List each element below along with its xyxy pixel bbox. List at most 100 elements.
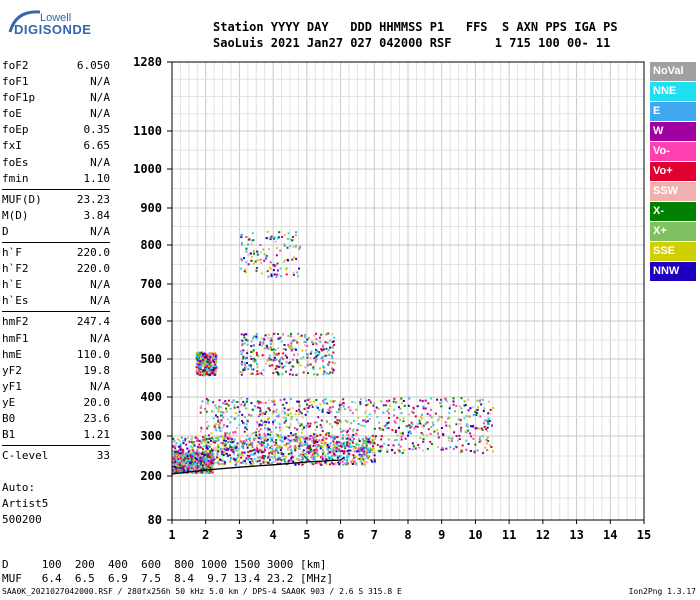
echo-point	[385, 423, 388, 426]
echo-point	[243, 369, 246, 371]
echo-point	[447, 439, 450, 442]
echo-point	[300, 357, 303, 360]
echo-point	[200, 362, 203, 365]
param-row: B1 1.21	[2, 427, 110, 443]
echo-point	[243, 416, 246, 419]
echo-point	[229, 438, 232, 440]
echo-point	[275, 364, 278, 367]
echo-point	[209, 437, 211, 440]
echo-point	[298, 447, 301, 450]
echo-point	[358, 447, 361, 450]
echo-point	[199, 430, 202, 433]
echo-point	[437, 436, 440, 439]
echo-point	[436, 429, 439, 432]
echo-point	[244, 356, 247, 359]
echo-point	[249, 372, 252, 375]
echo-point	[199, 453, 202, 456]
echo-point	[363, 447, 366, 450]
echo-point	[172, 461, 175, 464]
echo-point	[327, 445, 330, 448]
echo-point	[373, 460, 376, 463]
echo-point	[314, 439, 317, 442]
echo-point	[304, 413, 307, 416]
echo-point	[255, 337, 258, 340]
echo-point	[214, 437, 217, 439]
echo-point	[338, 419, 341, 422]
echo-point	[284, 461, 287, 464]
echo-point	[290, 457, 293, 460]
echo-point	[194, 471, 196, 474]
echo-point	[364, 412, 367, 415]
echo-point	[230, 448, 233, 451]
echo-point	[199, 411, 202, 414]
echo-point	[353, 419, 355, 422]
echo-point	[333, 436, 336, 439]
param-row: MUF(D) 23.23	[2, 192, 110, 208]
echo-point	[361, 455, 364, 458]
echo-point	[242, 349, 245, 352]
echo-point	[397, 443, 400, 446]
echo-point	[206, 448, 209, 451]
echo-point	[256, 373, 259, 375]
echo-point	[224, 447, 227, 450]
echo-point	[407, 431, 410, 434]
echo-point	[285, 425, 288, 428]
echo-point	[240, 445, 243, 448]
echo-point	[213, 369, 216, 372]
echo-point	[259, 456, 261, 459]
echo-point	[174, 444, 177, 447]
echo-point	[349, 445, 352, 448]
echo-point	[486, 441, 489, 444]
echo-point	[317, 416, 320, 419]
echo-point	[248, 443, 251, 446]
echo-point	[313, 437, 316, 440]
echo-point	[414, 447, 417, 450]
echo-point	[177, 471, 180, 474]
echo-point	[422, 440, 425, 443]
echo-point	[306, 442, 309, 445]
echo-point	[300, 412, 303, 415]
echo-point	[194, 468, 196, 471]
echo-point	[253, 405, 256, 408]
echo-point	[265, 344, 268, 347]
echo-point	[393, 439, 396, 442]
echo-point	[242, 334, 245, 337]
echo-point	[274, 451, 277, 454]
echo-point	[214, 427, 217, 430]
legend-item-x: X-	[650, 202, 696, 221]
echo-point	[217, 438, 220, 441]
echo-point	[419, 416, 422, 419]
echo-point	[190, 452, 193, 455]
echo-point	[478, 438, 481, 441]
echo-point	[240, 373, 243, 376]
echo-point	[231, 448, 234, 451]
echo-point	[241, 342, 244, 345]
echo-point	[252, 449, 255, 452]
echo-point	[416, 405, 419, 408]
echo-point	[364, 419, 367, 422]
echo-point	[401, 452, 404, 454]
echo-point	[186, 455, 189, 458]
echo-point	[243, 460, 246, 463]
echo-point	[326, 443, 329, 446]
echo-point	[385, 404, 387, 407]
echo-point	[328, 446, 330, 449]
echo-point	[264, 401, 267, 404]
param-label: B0	[2, 411, 16, 425]
echo-point	[201, 471, 203, 473]
param-row: D N/A	[2, 224, 110, 240]
echo-point	[214, 372, 217, 374]
echo-point	[172, 456, 175, 459]
echo-point	[201, 357, 204, 360]
echo-point	[395, 439, 398, 441]
echo-point	[269, 238, 272, 241]
echo-point	[252, 360, 255, 363]
echo-point	[275, 415, 278, 418]
echo-point	[394, 421, 397, 424]
echo-point	[358, 438, 360, 441]
echo-point	[285, 267, 288, 270]
echo-point	[241, 420, 243, 422]
echo-point	[449, 446, 452, 449]
echo-point	[255, 267, 258, 269]
echo-point	[368, 437, 371, 440]
